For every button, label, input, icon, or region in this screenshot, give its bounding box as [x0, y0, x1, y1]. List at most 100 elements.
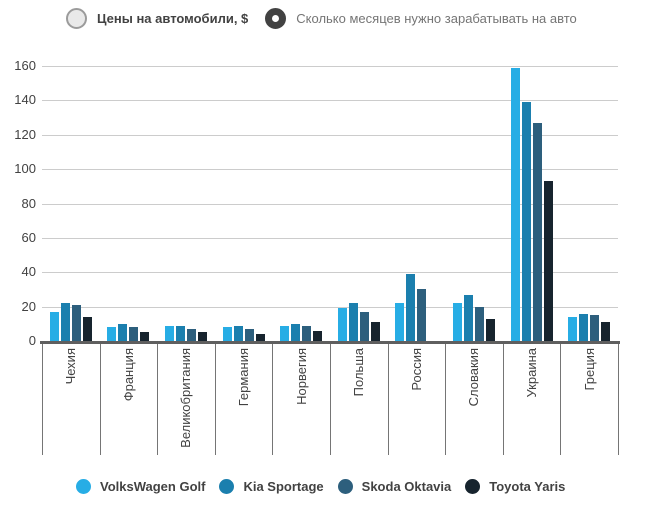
- bar-kia-sportage-3[interactable]: [233, 325, 243, 341]
- bar-volkswagen-golf-2[interactable]: [165, 325, 174, 341]
- bar-skoda-oktavia-8[interactable]: [532, 122, 542, 341]
- category-axis: Чехия Франция Великобритания Германия Норвег…: [42, 344, 619, 457]
- bar-toyota-yaris-3[interactable]: [255, 334, 265, 341]
- gridline-80: [42, 203, 618, 205]
- bar-skoda-oktavia-9[interactable]: [590, 315, 600, 341]
- bar-skoda-oktavia-4[interactable]: [302, 325, 312, 341]
- legend-marker-icon: [337, 479, 353, 494]
- bar-toyota-yaris-2[interactable]: [198, 332, 207, 341]
- category-label-6: Россия: [408, 348, 424, 391]
- radio-option-months[interactable]: Сколько месяцев нужно зарабатывать на ав…: [265, 7, 577, 29]
- radio-unselected-icon[interactable]: [66, 7, 87, 29]
- radio-selected-icon[interactable]: [265, 7, 287, 29]
- bar-toyota-yaris-0[interactable]: [82, 316, 92, 341]
- category-divider: [157, 344, 158, 455]
- category-divider: [560, 344, 561, 455]
- category-divider: [330, 344, 331, 455]
- x-axis-line: [40, 341, 620, 344]
- bar-toyota-yaris-5[interactable]: [370, 322, 380, 341]
- legend: VolksWagen Golf Kia Sportage Skoda Oktavia…: [76, 479, 565, 494]
- category-label-1: Франция: [120, 348, 136, 402]
- plot-area: [42, 66, 618, 341]
- bar-volkswagen-golf-7[interactable]: [453, 303, 462, 341]
- category-label-7: Словакия: [466, 348, 482, 407]
- bar-kia-sportage-4[interactable]: [291, 323, 301, 341]
- legend-item-toyota-yaris: Toyota Yaris: [465, 479, 565, 494]
- category-label-9: Греция: [581, 348, 597, 391]
- legend-item-skoda-oktavia: Skoda Oktavia: [337, 479, 452, 494]
- category-label-2: Великобритания: [178, 348, 194, 448]
- bar-toyota-yaris-7[interactable]: [486, 318, 495, 341]
- y-tick-label-80: 80: [21, 195, 36, 211]
- category-divider: [272, 344, 273, 455]
- bar-volkswagen-golf-8[interactable]: [510, 67, 520, 341]
- y-tick-label-120: 120: [14, 126, 36, 142]
- category-label-8: Украина: [524, 348, 540, 398]
- y-tick-label-60: 60: [21, 229, 36, 245]
- gridline-60: [42, 237, 618, 239]
- bar-toyota-yaris-4[interactable]: [313, 330, 323, 341]
- y-tick-label-160: 160: [14, 58, 36, 73]
- bar-volkswagen-golf-0[interactable]: [49, 311, 59, 341]
- legend-marker-icon: [76, 479, 91, 494]
- category-divider: [215, 344, 216, 455]
- bar-kia-sportage-7[interactable]: [464, 294, 473, 341]
- category-label-5: Польша: [351, 348, 367, 397]
- radio-dot: [73, 15, 80, 22]
- category-label-0: Чехия: [63, 348, 79, 385]
- bar-skoda-oktavia-0[interactable]: [71, 304, 81, 341]
- legend-label: Kia Sportage: [243, 479, 324, 494]
- bar-skoda-oktavia-6[interactable]: [417, 289, 427, 341]
- bar-skoda-oktavia-7[interactable]: [475, 306, 484, 341]
- y-tick-label-20: 20: [21, 298, 36, 314]
- radio-months-label: Сколько месяцев нужно зарабатывать на ав…: [296, 10, 577, 26]
- legend-label: Toyota Yaris: [489, 479, 566, 494]
- category-label-4: Норвегия: [293, 348, 309, 405]
- bar-toyota-yaris-8[interactable]: [543, 181, 553, 341]
- legend-label: Skoda Oktavia: [361, 479, 452, 494]
- bar-volkswagen-golf-5[interactable]: [337, 308, 347, 341]
- chart-controls: Цены на автомобили, $ Сколько месяцев ну…: [66, 6, 577, 30]
- bar-volkswagen-golf-9[interactable]: [568, 316, 578, 341]
- category-divider: [100, 344, 101, 455]
- bar-volkswagen-golf-6[interactable]: [395, 303, 405, 341]
- radio-prices-label: Цены на автомобили, $: [97, 10, 249, 26]
- bar-skoda-oktavia-5[interactable]: [359, 311, 369, 341]
- bar-kia-sportage-9[interactable]: [579, 313, 589, 341]
- bar-volkswagen-golf-1[interactable]: [107, 327, 117, 341]
- category-divider: [445, 344, 446, 455]
- bar-skoda-oktavia-3[interactable]: [244, 328, 254, 341]
- bar-kia-sportage-2[interactable]: [176, 325, 185, 341]
- category-label-box: Франция: [100, 348, 158, 454]
- category-label-box: Германия: [215, 348, 273, 454]
- bar-kia-sportage-6[interactable]: [406, 273, 416, 341]
- y-tick-label-100: 100: [14, 161, 36, 177]
- bar-skoda-oktavia-1[interactable]: [129, 327, 139, 341]
- gridline-100: [42, 169, 618, 171]
- category-label-box: Великобритания: [157, 348, 215, 454]
- bar-kia-sportage-1[interactable]: [118, 323, 128, 341]
- bar-volkswagen-golf-4[interactable]: [280, 325, 290, 341]
- y-tick-label-140: 140: [14, 92, 36, 108]
- gridline-40: [42, 272, 618, 274]
- radio-option-prices[interactable]: Цены на автомобили, $: [66, 7, 249, 29]
- category-label-3: Германия: [236, 348, 252, 407]
- bar-kia-sportage-0[interactable]: [60, 303, 70, 341]
- legend-marker-icon: [219, 479, 235, 494]
- bar-toyota-yaris-9[interactable]: [601, 322, 611, 341]
- y-axis-labels: 0 20 40 60 80 100 120 140 160: [0, 58, 36, 348]
- category-label-box: Словакия: [445, 348, 503, 454]
- legend-label: VolksWagen Golf: [100, 479, 206, 494]
- bar-kia-sportage-8[interactable]: [521, 102, 531, 341]
- legend-marker-icon: [465, 479, 481, 494]
- gridline-120: [42, 134, 618, 136]
- bar-toyota-yaris-1[interactable]: [140, 332, 150, 341]
- bar-volkswagen-golf-3[interactable]: [222, 327, 232, 341]
- bar-skoda-oktavia-2[interactable]: [187, 328, 196, 341]
- category-label-box: Чехия: [42, 348, 100, 454]
- legend-item-volkswagen-golf: VolksWagen Golf: [76, 479, 205, 494]
- category-label-box: Россия: [388, 348, 446, 454]
- category-divider: [42, 344, 43, 455]
- bar-kia-sportage-5[interactable]: [348, 303, 358, 341]
